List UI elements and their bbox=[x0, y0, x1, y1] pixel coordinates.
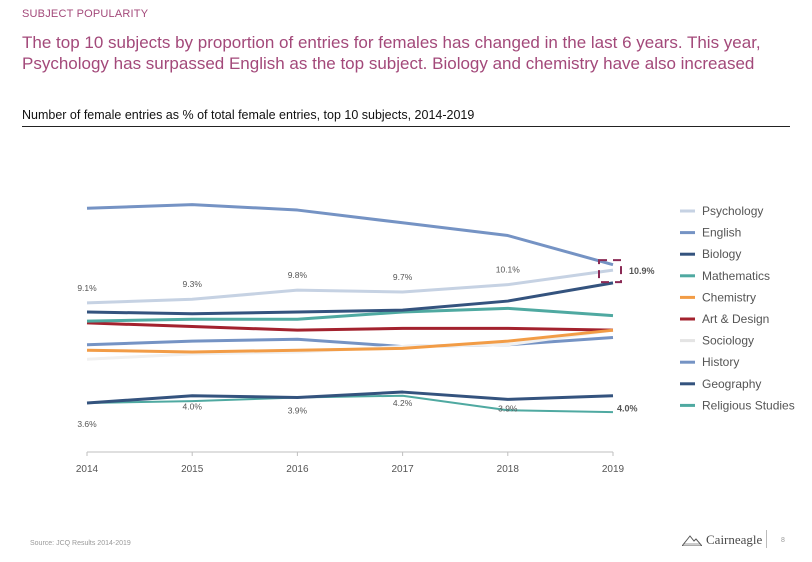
data-label-psychology: 9.8% bbox=[288, 270, 308, 280]
legend-entry: Chemistry bbox=[702, 290, 756, 304]
x-tick-label: 2014 bbox=[76, 464, 99, 475]
data-label-geography: 3.9% bbox=[498, 403, 518, 413]
data-label-psychology: 10.1% bbox=[496, 265, 521, 275]
legend-entry: Art & Design bbox=[702, 312, 769, 326]
brand-logo: Cairneagle bbox=[682, 532, 762, 548]
legend-entry: Biology bbox=[702, 247, 741, 261]
data-label-geography: 4.0% bbox=[617, 404, 638, 414]
section-label: SUBJECT POPULARITY bbox=[22, 8, 149, 20]
legend-entry: English bbox=[702, 226, 741, 240]
legend-entry: Geography bbox=[702, 377, 761, 391]
x-tick-label: 2019 bbox=[602, 464, 625, 475]
series-line-psychology bbox=[86, 268, 614, 305]
legend-entry: Psychology bbox=[702, 204, 763, 218]
data-label-psychology: 9.1% bbox=[77, 283, 97, 293]
series-line-chemistry bbox=[86, 328, 614, 354]
legend-entry: Mathematics bbox=[702, 269, 770, 283]
data-label-psychology: 10.9% bbox=[629, 266, 655, 276]
legend-entry: Sociology bbox=[702, 334, 754, 348]
legend-entry: History bbox=[702, 355, 739, 369]
data-label-psychology: 9.3% bbox=[183, 279, 203, 289]
x-tick-label: 2017 bbox=[391, 464, 414, 475]
data-label-geography: 4.0% bbox=[183, 402, 203, 412]
mountain-icon bbox=[682, 535, 702, 546]
brand-name: Cairneagle bbox=[706, 532, 763, 547]
data-label-geography: 3.9% bbox=[288, 406, 308, 416]
x-tick-label: 2018 bbox=[497, 464, 520, 475]
x-tick-label: 2015 bbox=[181, 464, 204, 475]
series-line-sociology bbox=[86, 328, 614, 361]
series-line-english bbox=[86, 203, 614, 267]
data-label-geography: 3.6% bbox=[77, 419, 97, 429]
x-tick-label: 2016 bbox=[286, 464, 309, 475]
source-note: Source: JCQ Results 2014-2019 bbox=[30, 540, 131, 547]
title-divider bbox=[22, 126, 790, 127]
chart-title: Number of female entries as % of total f… bbox=[22, 108, 475, 122]
brand-separator bbox=[766, 530, 767, 548]
data-label-geography: 4.2% bbox=[393, 398, 413, 408]
page-number: 8 bbox=[781, 537, 785, 544]
series-line-mathematics bbox=[86, 306, 614, 323]
highlight-box bbox=[598, 259, 622, 284]
series-line-geography bbox=[86, 390, 614, 405]
headline: The top 10 subjects by proportion of ent… bbox=[22, 33, 761, 73]
series-line-biology bbox=[86, 281, 614, 316]
series-line-religious-studies bbox=[86, 394, 614, 414]
legend-entry: Religious Studies bbox=[702, 398, 795, 412]
data-label-psychology: 9.7% bbox=[393, 272, 413, 282]
series-line-art-design bbox=[86, 321, 614, 332]
